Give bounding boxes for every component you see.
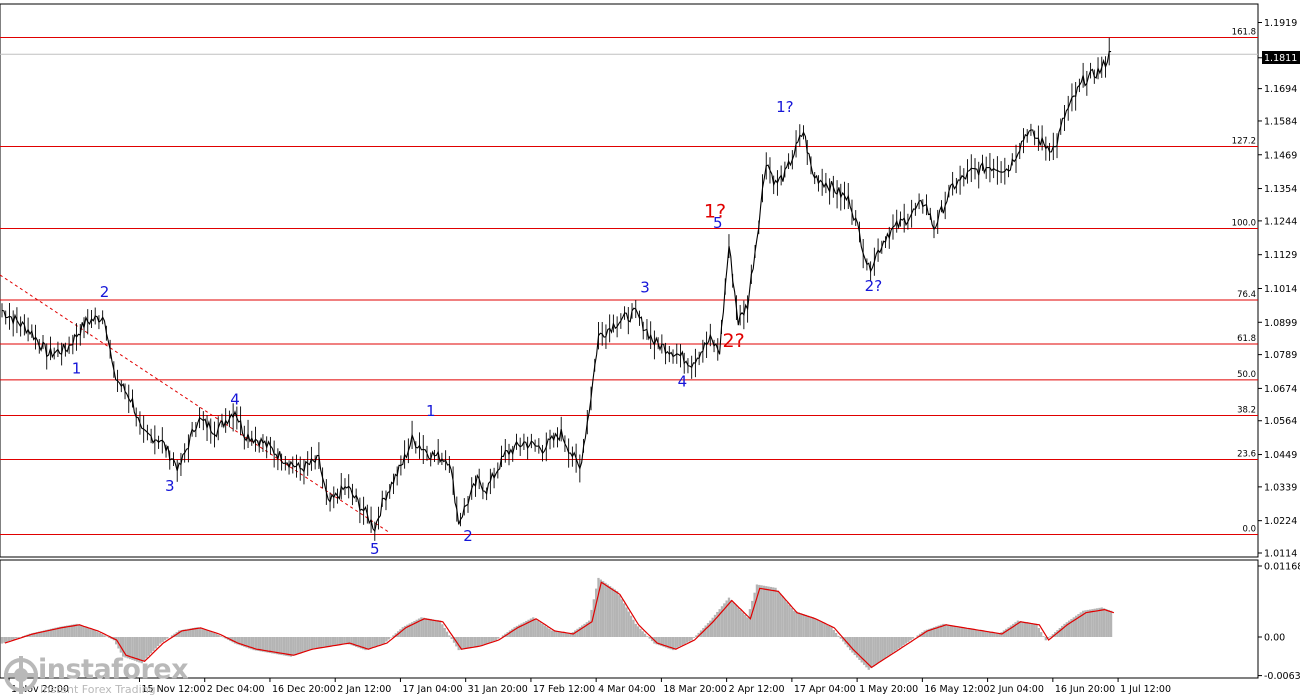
fib-level-label: 50.0 xyxy=(1237,370,1256,380)
time-axis-tick: 1 Jul 12:00 xyxy=(1120,684,1171,695)
time-axis-tick: 16 Jun 20:00 xyxy=(1055,684,1115,695)
current-price-text: 1.1811 xyxy=(1264,53,1297,64)
wave-label: 3 xyxy=(165,477,175,495)
price-axis-tick: 1.1014 xyxy=(1264,284,1297,295)
wave-label: 1? xyxy=(704,201,726,223)
wave-label: 2 xyxy=(100,283,110,301)
price-axis-tick: 1.1244 xyxy=(1264,216,1297,227)
oscillator-series xyxy=(0,577,1115,670)
current-price-label: 1.1811 xyxy=(1262,51,1300,64)
wave-label: 1 xyxy=(426,402,436,420)
price-axis-tick: 1.0449 xyxy=(1264,450,1297,461)
price-axis-tick: 1.1694 xyxy=(1264,84,1297,95)
price-axis-tick: 1.1919 xyxy=(1264,18,1297,29)
fib-level-label: 100.0 xyxy=(1232,219,1256,229)
instaforex-logo-icon xyxy=(4,656,38,694)
time-axis-tick: 15 Nov 12:00 xyxy=(141,684,205,695)
fib-level-label: 161.8 xyxy=(1232,27,1256,37)
price-axis-tick: 1.1584 xyxy=(1264,116,1297,127)
wave-label: 4 xyxy=(678,373,688,391)
wave-label: 3 xyxy=(640,279,650,297)
time-axis-tick: 1 May 20:00 xyxy=(859,684,918,695)
time-axis-tick: 17 Apr 04:00 xyxy=(794,684,856,695)
time-axis-tick: 17 Feb 12:00 xyxy=(533,684,595,695)
wave-label: 2 xyxy=(463,527,473,545)
price-axis-tick: 1.1129 xyxy=(1264,250,1297,261)
price-axis-tick: 1.1354 xyxy=(1264,184,1297,195)
fib-level-label: 127.2 xyxy=(1232,137,1256,147)
time-axis-tick: 17 Jan 04:00 xyxy=(402,684,462,695)
time-axis-tick: 16 Dec 20:00 xyxy=(272,684,336,695)
wave-label: 4 xyxy=(230,390,240,408)
oscillator-axis-tick: -0.00635 xyxy=(1264,671,1300,682)
fib-level-label: 61.8 xyxy=(1237,334,1256,344)
wave-label: 1? xyxy=(776,98,794,116)
fib-level-label: 76.4 xyxy=(1237,290,1256,300)
price-axis-tick: 1.0789 xyxy=(1264,350,1297,361)
price-axis-tick: 1.0674 xyxy=(1264,384,1297,395)
oscillator-signal-line xyxy=(4,581,1115,669)
main-pane-frame xyxy=(0,3,1259,558)
axes: 1.19191.17991.16941.15841.14691.13541.12… xyxy=(8,18,1300,695)
time-axis-tick: 4 Mar 04:00 xyxy=(598,684,655,695)
price-axis-tick: 1.0564 xyxy=(1264,416,1297,427)
time-axis-tick: 2 Apr 12:00 xyxy=(729,684,785,695)
oscillator-axis-tick: 0.00 xyxy=(1264,633,1285,644)
instaforex-watermark: instaforex Instant Forex Trading xyxy=(0,652,189,700)
time-axis-tick: 2 Jan 12:00 xyxy=(337,684,391,695)
price-axis-tick: 1.0899 xyxy=(1264,318,1297,329)
wave-label: 5 xyxy=(713,214,723,232)
oscillator-pane-frame xyxy=(0,559,1259,679)
fib-level-label: 38.2 xyxy=(1237,405,1256,415)
wave-label: 2? xyxy=(865,277,883,295)
fib-level-label: 0.0 xyxy=(1242,524,1256,534)
time-axis-tick: 16 May 12:00 xyxy=(924,684,989,695)
fibonacci-levels: 161.8 127.2 100.0 76.4 61.8 50.0 38.2 23.6 0.0 xyxy=(0,27,1258,535)
wave-label: 2? xyxy=(723,330,745,352)
brand-tagline: Instant Forex Trading xyxy=(40,683,156,696)
price-axis-tick: 1.0224 xyxy=(1264,516,1297,527)
wave-label: 5 xyxy=(370,540,380,558)
time-axis-tick: 31 Jan 20:00 xyxy=(468,684,528,695)
price-axis-tick: 1.0114 xyxy=(1264,549,1297,560)
time-axis-tick: 2 Jun 04:00 xyxy=(990,684,1044,695)
brand-name: instaforex xyxy=(38,654,189,685)
time-axis-tick: 1 Nov 20:00 xyxy=(11,684,69,695)
price-series xyxy=(1,37,1112,541)
price-axis-tick: 1.1469 xyxy=(1264,150,1297,161)
oscillator-axis-tick: 0.01168 xyxy=(1264,562,1300,573)
price-axis-tick: 1.0339 xyxy=(1264,482,1297,493)
time-axis-tick: 2 Dec 04:00 xyxy=(207,684,265,695)
wave-label: 1 xyxy=(72,359,82,377)
time-axis-tick: 18 Mar 20:00 xyxy=(663,684,726,695)
fib-level-label: 23.6 xyxy=(1237,450,1256,460)
